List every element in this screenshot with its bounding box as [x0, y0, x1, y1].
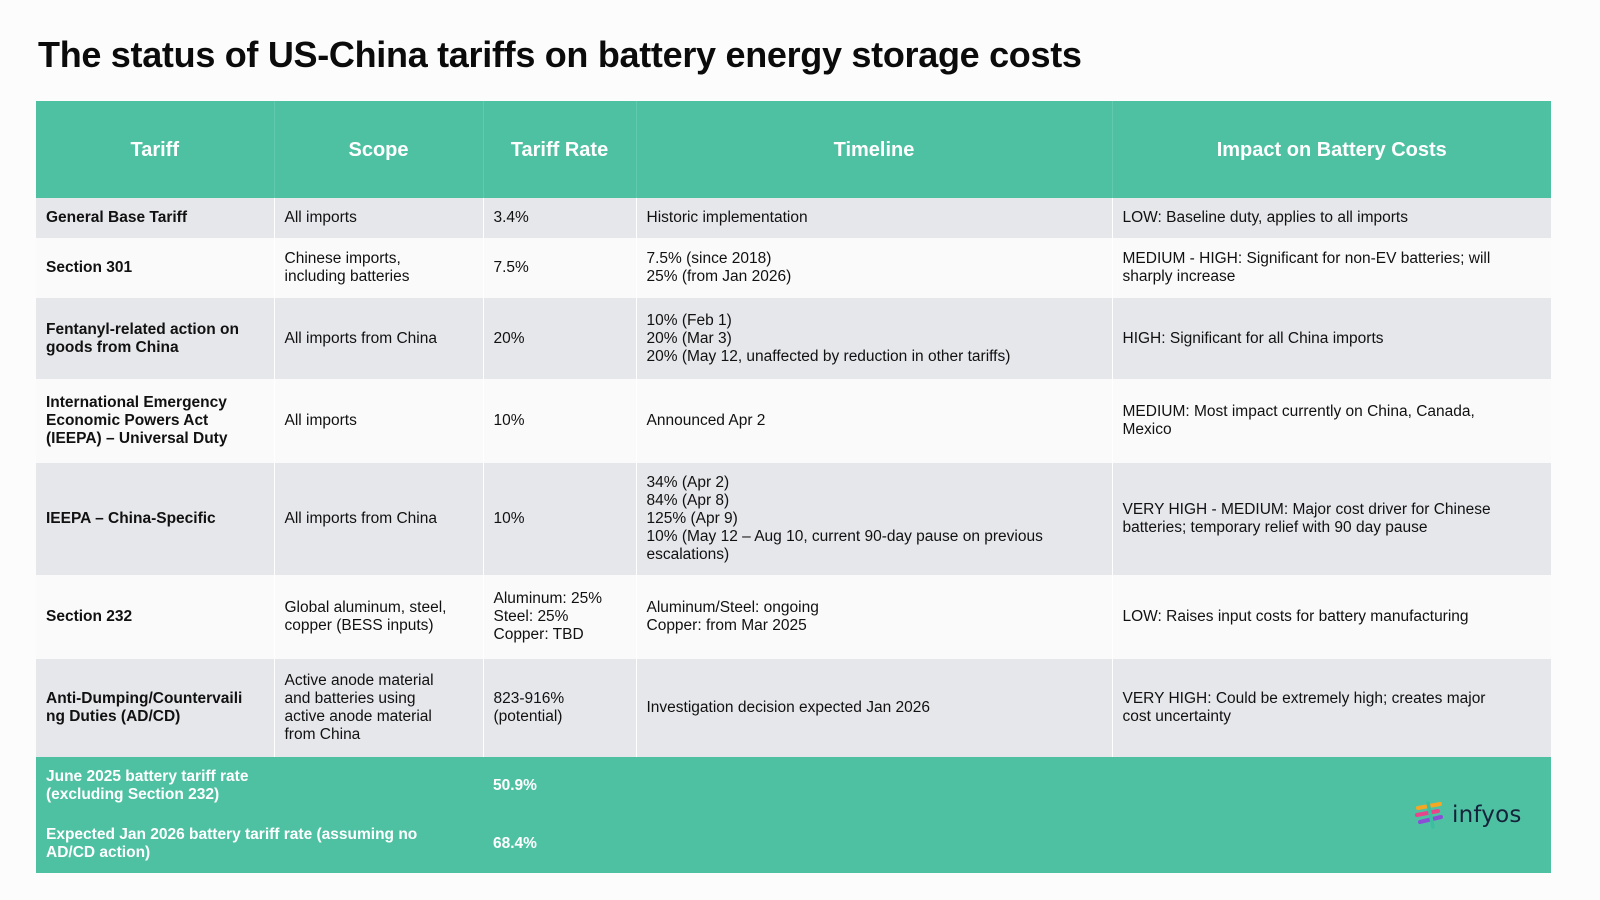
tariff-impact: LOW: Baseline duty, applies to all impor…: [1112, 198, 1551, 238]
tariff-scope: Global aluminum, steel, copper (BESS inp…: [274, 575, 484, 659]
table-row: Section 232 Global aluminum, steel, copp…: [36, 575, 1551, 659]
page-title: The status of US-China tariffs on batter…: [38, 34, 1082, 75]
summary-label: Expected Jan 2026 battery tariff rate (a…: [36, 815, 483, 873]
tariff-rate: 10%: [483, 463, 637, 575]
tariff-timeline: Historic implementation: [636, 198, 1113, 238]
tariff-timeline: 7.5% (since 2018) 25% (from Jan 2026): [636, 238, 1113, 298]
tariff-rate: 823-916% (potential): [483, 659, 637, 757]
tariff-impact: LOW: Raises input costs for battery manu…: [1112, 575, 1551, 659]
tariff-scope: All imports from China: [274, 463, 484, 575]
infyos-logo-icon: [1415, 801, 1443, 829]
table-header-row: Tariff Scope Tariff Rate Timeline Impact…: [36, 101, 1551, 198]
summary-row: Expected Jan 2026 battery tariff rate (a…: [36, 815, 1551, 873]
tariff-name: International Emergency Economic Powers …: [36, 379, 275, 463]
tariff-name: IEEPA – China-Specific: [36, 463, 275, 575]
table-row: International Emergency Economic Powers …: [36, 379, 1551, 463]
tariff-name: Anti-Dumping/Countervaili ng Duties (AD/…: [36, 659, 275, 757]
tariff-scope: Active anode material and batteries usin…: [274, 659, 484, 757]
tariff-timeline: 34% (Apr 2) 84% (Apr 8) 125% (Apr 9) 10%…: [636, 463, 1113, 575]
table-row: Fentanyl-related action on goods from Ch…: [36, 298, 1551, 379]
infyos-logo-text: infyos: [1452, 802, 1522, 828]
tariff-rate: Aluminum: 25% Steel: 25% Copper: TBD: [483, 575, 637, 659]
header-tariff-rate: Tariff Rate: [483, 101, 637, 198]
summary-value: 68.4%: [483, 815, 636, 873]
tariff-impact: VERY HIGH - MEDIUM: Major cost driver fo…: [1112, 463, 1551, 575]
infyos-logo: infyos: [1414, 800, 1522, 830]
summary-spacer: [636, 757, 1551, 815]
tariff-name: General Base Tariff: [36, 198, 275, 238]
summary-spacer: [636, 815, 1551, 873]
tariff-scope: All imports from China: [274, 298, 484, 379]
tariff-rate: 20%: [483, 298, 637, 379]
summary-row: June 2025 battery tariff rate (excluding…: [36, 757, 1551, 815]
tariff-impact: VERY HIGH: Could be extremely high; crea…: [1112, 659, 1551, 757]
tariff-scope: All imports: [274, 198, 484, 238]
table-row: Anti-Dumping/Countervaili ng Duties (AD/…: [36, 659, 1551, 757]
summary-label: June 2025 battery tariff rate (excluding…: [36, 757, 483, 815]
tariff-name: Section 301: [36, 238, 275, 298]
tariff-impact: MEDIUM - HIGH: Significant for non-EV ba…: [1112, 238, 1551, 298]
tariff-table: Tariff Scope Tariff Rate Timeline Impact…: [36, 101, 1551, 873]
tariff-impact: HIGH: Significant for all China imports: [1112, 298, 1551, 379]
tariff-timeline: Investigation decision expected Jan 2026: [636, 659, 1113, 757]
table-row: General Base Tariff All imports 3.4% His…: [36, 198, 1551, 238]
tariff-rate: 3.4%: [483, 198, 637, 238]
table-row: IEEPA – China-Specific All imports from …: [36, 463, 1551, 575]
tariff-impact: MEDIUM: Most impact currently on China, …: [1112, 379, 1551, 463]
tariff-scope: Chinese imports, including batteries: [274, 238, 484, 298]
tariff-rate: 7.5%: [483, 238, 637, 298]
tariff-rate: 10%: [483, 379, 637, 463]
tariff-table-container: Tariff Scope Tariff Rate Timeline Impact…: [36, 101, 1551, 873]
table-row: Section 301 Chinese imports, including b…: [36, 238, 1551, 298]
header-scope: Scope: [274, 101, 484, 198]
summary-value: 50.9%: [483, 757, 636, 815]
tariff-timeline: Announced Apr 2: [636, 379, 1113, 463]
header-impact: Impact on Battery Costs: [1112, 101, 1551, 198]
tariff-name: Section 232: [36, 575, 275, 659]
tariff-scope: All imports: [274, 379, 484, 463]
tariff-name: Fentanyl-related action on goods from Ch…: [36, 298, 275, 379]
header-tariff: Tariff: [36, 101, 275, 198]
header-timeline: Timeline: [636, 101, 1113, 198]
tariff-timeline: 10% (Feb 1) 20% (Mar 3) 20% (May 12, una…: [636, 298, 1113, 379]
tariff-timeline: Aluminum/Steel: ongoing Copper: from Mar…: [636, 575, 1113, 659]
